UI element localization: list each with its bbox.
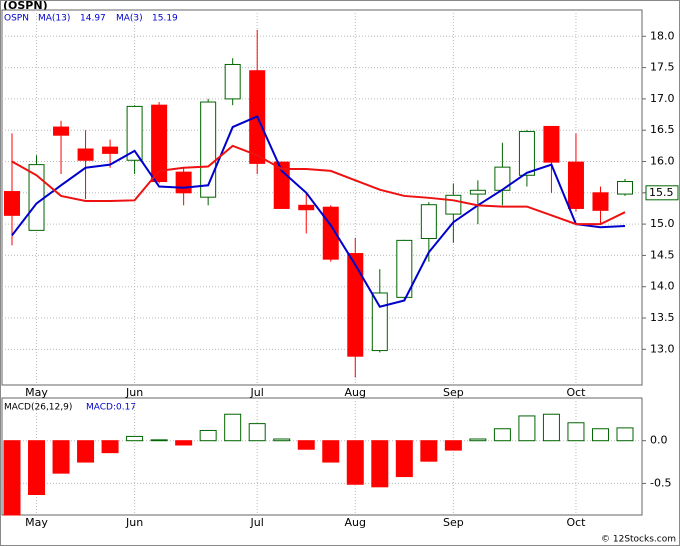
candle-body	[371, 292, 388, 352]
x-tick-label: May	[25, 516, 48, 529]
macd-bar	[273, 438, 291, 442]
macd-bar	[616, 427, 634, 442]
legend-symbol: OSPN	[4, 14, 29, 24]
candle-body	[4, 191, 20, 216]
candle-body	[77, 148, 94, 161]
candle-body	[347, 253, 364, 357]
candle-body	[445, 194, 462, 215]
candle-body	[53, 126, 70, 136]
macd-bar	[297, 440, 315, 450]
y-tick-label: 14.5	[650, 248, 675, 261]
ma-line	[11, 115, 626, 308]
candle-body	[396, 239, 413, 298]
y-tick-label: 0.0	[650, 434, 668, 447]
x-tick-label: Aug	[345, 516, 366, 529]
candle-body	[200, 101, 217, 198]
macd-bar	[395, 440, 413, 478]
macd-value: MACD:0.17	[86, 403, 136, 413]
credit: © 12Stocks.com	[601, 535, 676, 545]
macd-bar	[469, 438, 487, 442]
y-tick-label: 15.0	[650, 217, 675, 230]
x-tick-label: Jun	[125, 386, 143, 399]
macd-title: MACD(26,12,9)	[4, 403, 72, 413]
candle-body	[102, 146, 119, 154]
candle-body	[592, 192, 609, 211]
y-tick-label: 17.0	[650, 92, 675, 105]
legend-label: MA(13)	[38, 14, 70, 24]
candle-body	[224, 63, 241, 100]
macd-bar	[542, 413, 560, 442]
candle-body	[518, 130, 535, 176]
macd-bar	[591, 428, 609, 442]
y-tick-label: 16.0	[650, 155, 675, 168]
macd-bar	[175, 440, 193, 446]
macd-bar	[248, 423, 266, 442]
x-tick-label: Oct	[566, 516, 586, 529]
y-tick-label: 18.0	[650, 29, 675, 42]
macd-bar	[77, 440, 95, 463]
x-tick-label: Jun	[125, 516, 143, 529]
macd-bar	[493, 428, 511, 442]
macd-bar	[322, 440, 340, 463]
candle-body	[617, 181, 633, 195]
x-tick-label: Oct	[566, 386, 586, 399]
macd-bar	[224, 413, 242, 442]
macd-panel	[1, 397, 643, 516]
macd-bar	[101, 440, 119, 454]
x-tick-label: Sep	[443, 386, 464, 399]
y-tick-label: 14.0	[650, 280, 675, 293]
candle-body	[420, 204, 437, 240]
last-price-label: 15.5	[649, 186, 674, 199]
x-tick-label: Jul	[250, 516, 264, 529]
macd-bar	[444, 440, 462, 451]
candle-body	[151, 104, 168, 183]
macd-bar	[3, 440, 21, 516]
candle-body	[567, 161, 584, 209]
macd-bar	[150, 439, 168, 442]
legend-label: MA(3)	[116, 14, 143, 24]
macd-bar	[567, 422, 585, 442]
candle-body	[298, 204, 315, 211]
macd-bar	[28, 440, 46, 496]
candle-body	[469, 189, 486, 195]
ma-line	[11, 144, 626, 226]
x-tick-label: May	[25, 386, 48, 399]
candle-body	[543, 125, 560, 163]
chart-title: (OSPN)	[3, 0, 48, 12]
macd-bar	[518, 415, 536, 442]
macd-bar	[52, 440, 70, 474]
macd-bar	[420, 440, 438, 462]
macd-bar	[126, 435, 144, 442]
x-tick-label: Aug	[345, 386, 366, 399]
x-tick-label: Sep	[443, 516, 464, 529]
last-price-box	[645, 185, 679, 201]
macd-bar	[371, 440, 389, 488]
legend-value: 14.97	[80, 14, 106, 24]
y-tick-label: -0.5	[650, 476, 671, 489]
candle-body	[126, 105, 143, 161]
y-tick-label: 13.5	[650, 311, 675, 324]
candle-body	[175, 171, 192, 194]
y-tick-label: 16.5	[650, 123, 675, 136]
y-tick-label: 17.5	[650, 61, 675, 74]
macd-bar	[199, 429, 217, 442]
y-tick-label: 13.0	[650, 342, 675, 355]
x-tick-label: Jul	[250, 386, 264, 399]
price-panel	[1, 9, 643, 386]
macd-bar	[346, 440, 364, 485]
legend-value: 15.19	[152, 14, 178, 24]
